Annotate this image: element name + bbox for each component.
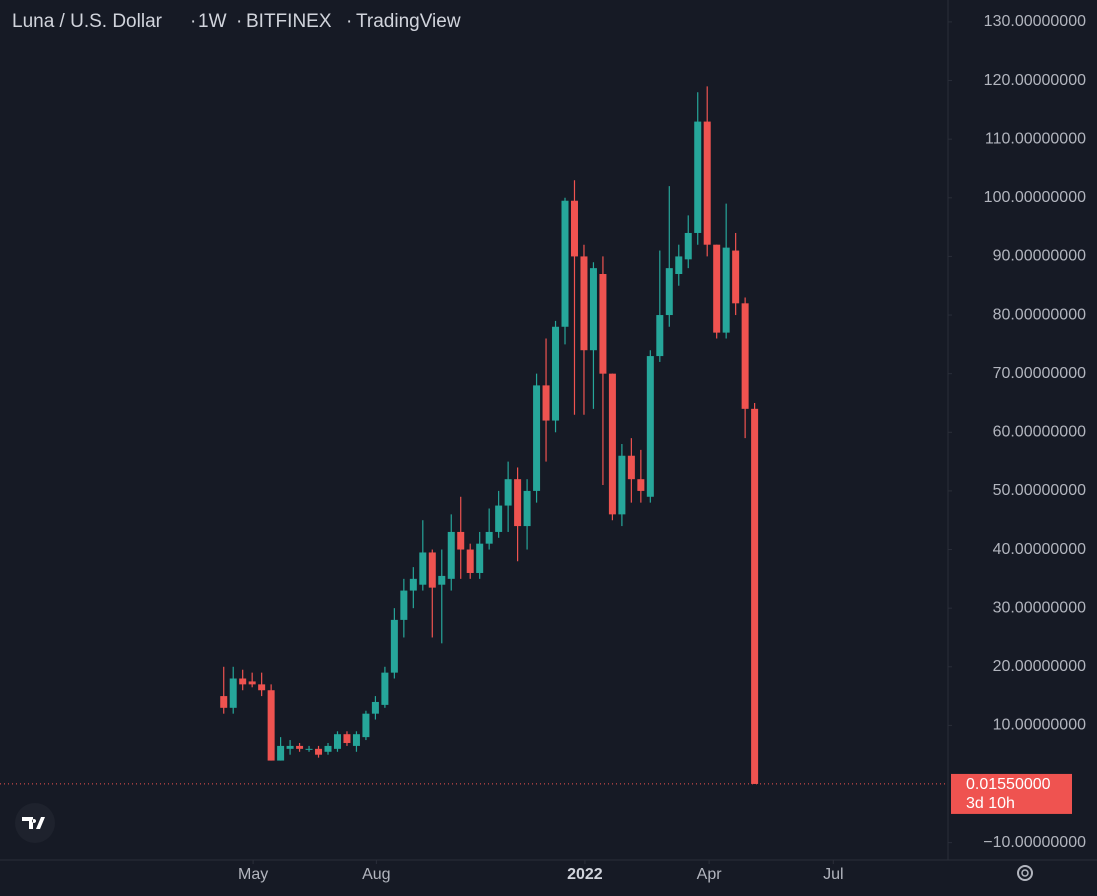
candle-body (514, 479, 522, 527)
candle-body (741, 303, 749, 409)
candle-body (561, 200, 569, 327)
candle-body (277, 745, 285, 761)
candle-body (267, 690, 275, 761)
candle-body (371, 701, 379, 714)
y-tick-label: 120.00000000 (984, 72, 1086, 89)
candle-body (675, 256, 683, 275)
candle-body (381, 672, 389, 705)
candle-body (722, 247, 730, 333)
candle-body (239, 678, 247, 685)
candle-body (248, 681, 256, 685)
candle-body (400, 590, 408, 620)
candle-body (665, 268, 673, 316)
candle-body (409, 578, 417, 591)
candle-body (751, 408, 759, 784)
y-tick-label: −10.00000000 (983, 834, 1086, 851)
x-tick-label: Apr (697, 866, 723, 883)
candle-body (419, 552, 427, 585)
candle-body (220, 696, 228, 708)
separator: · (190, 11, 196, 32)
x-tick-label: Jul (823, 866, 843, 883)
candle-body (542, 385, 550, 421)
y-tick-label: 30.00000000 (993, 599, 1087, 616)
candle-body (637, 479, 645, 491)
x-tick-label: 2022 (567, 866, 603, 883)
candle-body (466, 549, 474, 573)
candle-body (343, 734, 351, 743)
candle-body (656, 315, 664, 357)
price-tag (951, 773, 1072, 814)
candle-body (485, 531, 493, 544)
candle-body (324, 745, 332, 752)
candle-body (618, 455, 626, 515)
candle-body (315, 748, 323, 755)
candle-body (694, 121, 702, 233)
y-tick-label: 20.00000000 (993, 658, 1087, 675)
y-tick-label: 10.00000000 (993, 717, 1087, 734)
y-tick-label: 60.00000000 (993, 424, 1087, 441)
candle-body (457, 531, 465, 550)
candle-body (703, 121, 711, 245)
source: TradingView (356, 11, 461, 32)
candle-body (390, 619, 398, 673)
candle-body (286, 745, 294, 749)
candle-body (589, 268, 597, 351)
x-tick-label: Aug (362, 866, 390, 883)
candle-body (447, 531, 455, 579)
candle-body (305, 748, 313, 750)
candle-body (504, 479, 512, 506)
candle-body (713, 244, 721, 333)
candle-body (258, 684, 266, 691)
y-tick-label: 40.00000000 (993, 541, 1087, 558)
candle-body (608, 373, 616, 515)
settings-icon[interactable] (1017, 865, 1033, 881)
candle-body (428, 552, 436, 588)
y-tick-label: 90.00000000 (993, 248, 1087, 265)
candle-body (552, 326, 560, 421)
candle-body (362, 713, 370, 738)
candle-body (438, 575, 446, 585)
countdown: 3d 10h (966, 795, 1015, 812)
separator: · (236, 11, 242, 32)
tv-logo (15, 803, 55, 843)
separator: · (346, 11, 352, 32)
x-tick-label: May (238, 866, 268, 883)
candle-body (684, 232, 692, 260)
y-tick-label: 70.00000000 (993, 365, 1087, 382)
y-tick-label: 130.00000000 (984, 13, 1086, 30)
symbol: Luna / U.S. Dollar (12, 11, 163, 32)
exchange: BITFINEX (246, 11, 332, 32)
candle-body (533, 385, 541, 491)
y-tick-label: 80.00000000 (993, 306, 1087, 323)
y-tick-label: 50.00000000 (993, 482, 1087, 499)
candle-body (646, 356, 654, 497)
last-price-label: 0.01550000 (966, 776, 1051, 793)
candle-body (580, 256, 588, 351)
candle-body (476, 543, 484, 573)
candle-body (352, 734, 360, 746)
y-tick-label: 100.00000000 (984, 189, 1086, 206)
candle-body (627, 455, 635, 480)
candle-body (523, 490, 531, 527)
candle-body (732, 250, 740, 304)
interval: 1W (198, 11, 227, 32)
candle-body (296, 745, 304, 749)
y-tick-label: 110.00000000 (985, 130, 1086, 147)
candle-body (570, 200, 578, 257)
candle-body (599, 274, 607, 374)
candle-body (333, 734, 341, 749)
candle-body (495, 505, 503, 532)
candle-body (229, 678, 237, 708)
